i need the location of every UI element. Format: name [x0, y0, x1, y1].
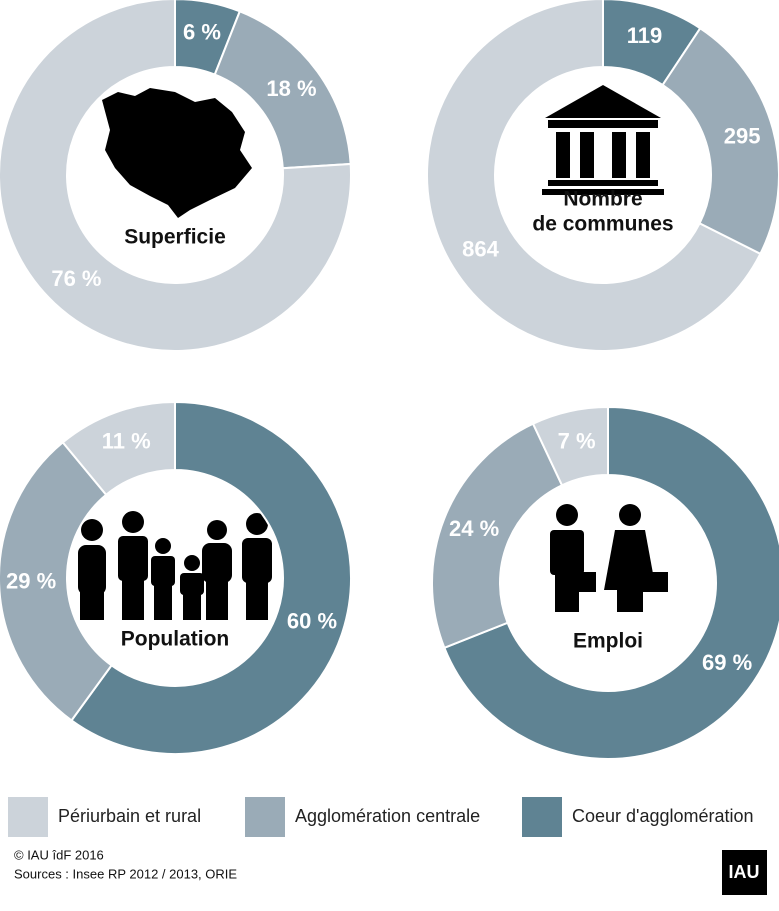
segment-label: 7 % [558, 428, 596, 453]
logo-box [722, 850, 767, 895]
center-label: Superficie [124, 226, 226, 249]
segment-label: 29 % [6, 568, 56, 593]
legend-swatch [8, 797, 48, 837]
legend-label: Périurbain et rural [58, 806, 201, 826]
legend-swatch [522, 797, 562, 837]
segment-label: 24 % [449, 516, 499, 541]
center-label: Population [121, 628, 230, 651]
segment-label: 6 % [183, 19, 221, 44]
donut-segment [431, 422, 564, 650]
donut-segment [70, 400, 352, 755]
donut-segment [0, 440, 113, 722]
legend-label: Coeur d'agglomération [572, 806, 754, 826]
donut-segment [426, 0, 762, 352]
segment-label: 18 % [266, 76, 316, 101]
segment-label: 11 % [102, 428, 151, 453]
workers-icon [550, 504, 668, 612]
donut-segment [443, 405, 779, 760]
icons [78, 85, 668, 620]
donut-segment [0, 0, 352, 352]
logo: IAU [729, 862, 760, 882]
segment-label: 864 [462, 236, 499, 261]
segment-label: 295 [724, 124, 761, 149]
segment-label: 60 % [287, 608, 337, 633]
building-icon [542, 85, 664, 195]
people-icon [78, 511, 272, 620]
donut-segment [61, 400, 176, 497]
center-label: Emploi [573, 630, 643, 653]
segment-label: 69 % [702, 650, 752, 675]
donut-segment [661, 26, 779, 256]
donut-segment [531, 405, 609, 487]
segment-label: 76 % [51, 266, 101, 291]
copyright: © IAU îdF 2016 [14, 847, 104, 862]
legend-label: Agglomération centrale [295, 806, 480, 826]
legend: Coeur d'agglomération Agglomération centr… [8, 797, 754, 837]
center-label: de communes [532, 213, 673, 236]
legend-swatch [245, 797, 285, 837]
segment-label: 119 [627, 23, 663, 48]
center-label: Nombre [563, 188, 642, 211]
sources: Sources : Insee RP 2012 / 2013, ORIE [14, 866, 237, 881]
map-icon [102, 88, 252, 218]
